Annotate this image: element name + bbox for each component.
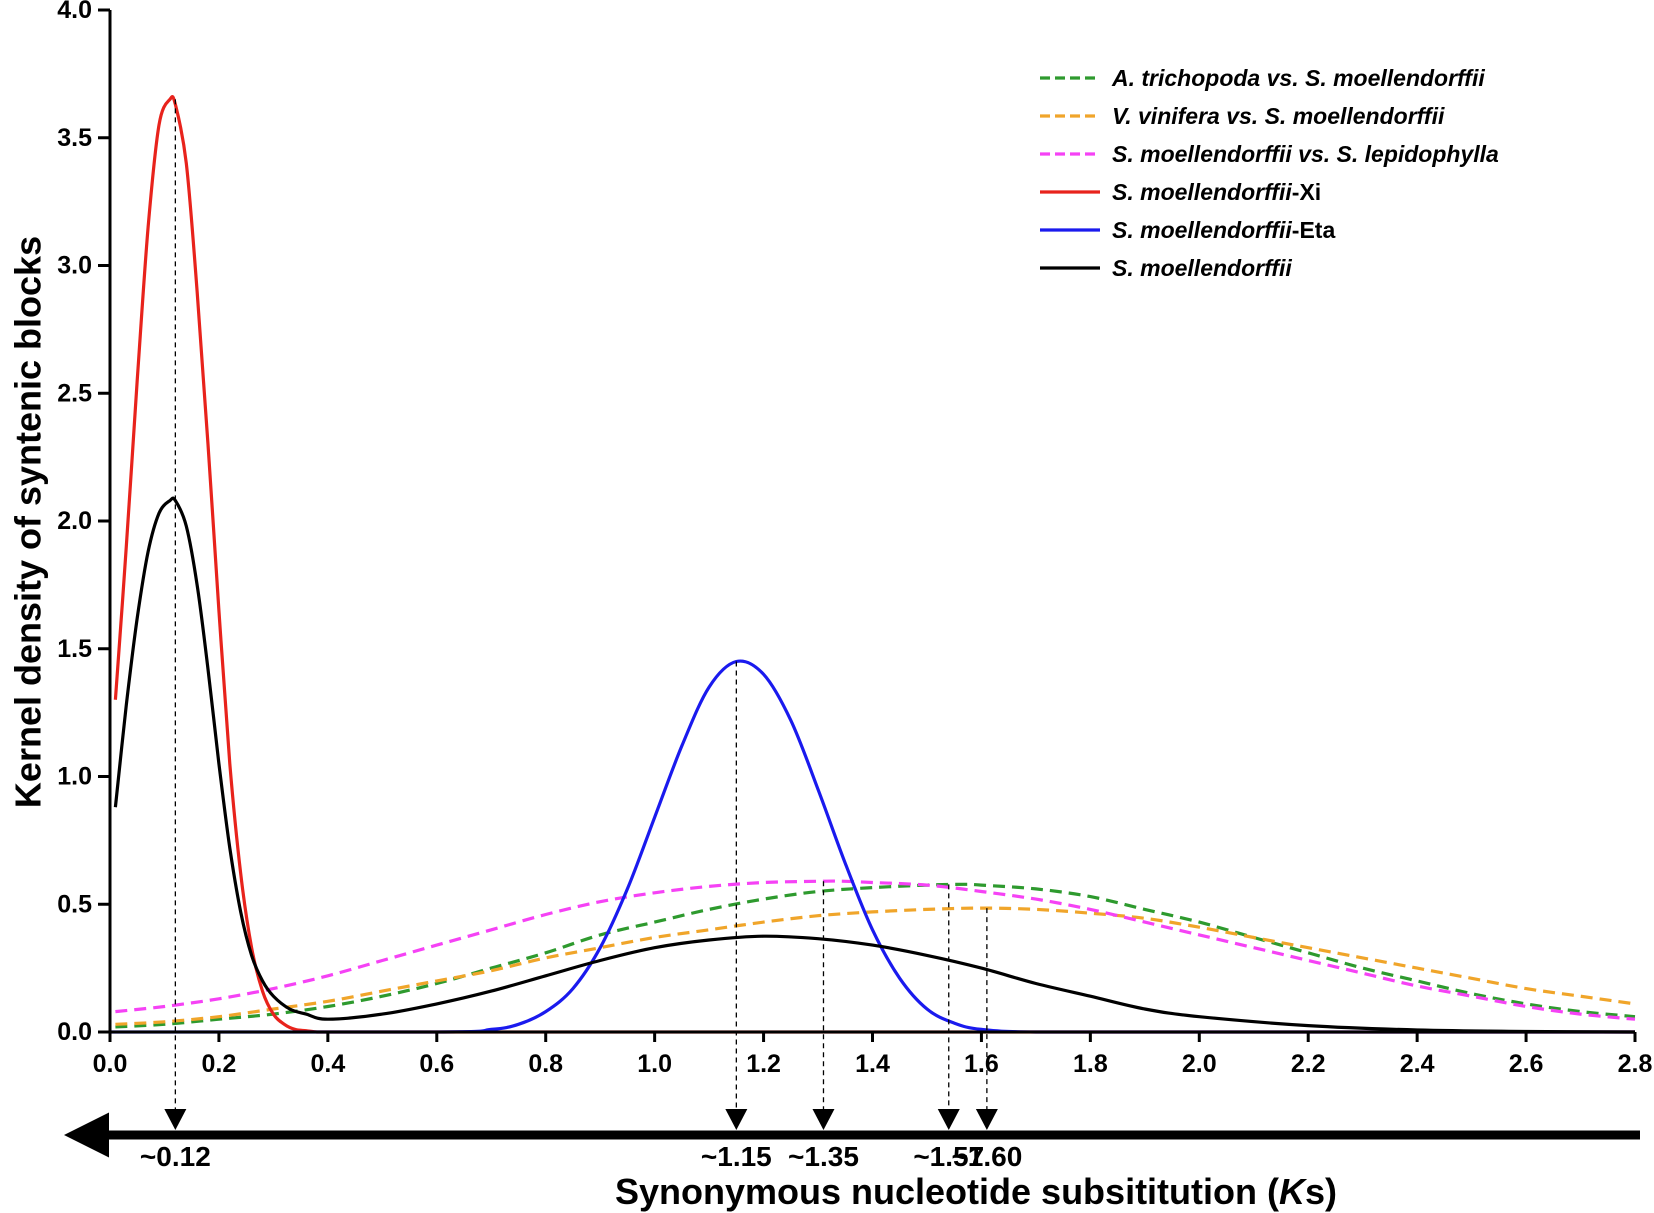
x-axis-title-close: s) [1305,1171,1337,1212]
legend-label-part: -Eta [1292,217,1336,243]
legend-label-part: S. moellendorffii [1112,179,1292,205]
legend-label-part: S. moellendorffii [1112,217,1292,243]
x-tick-label: 2.4 [1400,1050,1435,1078]
series-line-s-moellendorffii [113,496,1636,1034]
series-lines [109,95,1636,1034]
legend-label: S. moellendorffii-Eta [1112,217,1335,243]
series-line-s-moellendorffii-xi [113,95,1635,1034]
legend-label-part: S. moellendorffii vs. S. lepidophylla [1112,141,1499,167]
peak-arrowhead [725,1109,748,1130]
x-tick-label: 0.4 [310,1050,345,1078]
y-axis-title: Kernel density of syntenic blocks [8,236,49,808]
x-tick-label: 2.2 [1291,1050,1326,1078]
peak-arrowhead [937,1109,960,1130]
x-tick-label: 1.8 [1073,1050,1108,1078]
y-ticks: 0.0 0.5 1.0 1.5 2.0 2.5 3.0 3.5 4.0 [57,0,110,1046]
y-tick-label: 1.5 [57,635,92,663]
peak-label: ~1.15 [701,1141,772,1172]
y-tick-label: 0.0 [57,1018,92,1046]
series-line-s-moellendorffii-eta [109,659,1635,1034]
x-tick-label: 0.0 [93,1050,128,1078]
legend-label-part: -Xi [1292,179,1321,205]
y-tick-label: 3.5 [57,124,92,152]
x-tick-label: 1.2 [746,1050,781,1078]
x-ticks: 0.0 0.2 0.4 0.6 0.8 1.0 1.2 1.4 1.6 1.8 2.0 2.2 2.4 2… [93,1032,1653,1078]
peak-arrowhead [975,1109,998,1130]
y-tick-label: 2.5 [57,379,92,407]
x-tick-label: 2.0 [1182,1050,1217,1078]
legend-label-part: S. moellendorffii [1112,255,1292,281]
x-tick-label: 1.6 [964,1050,999,1078]
series-line-s-moellendorffii-vs-s-lepidophylla [115,879,1636,1021]
series-line-v-vinifera-vs-s-moellendorffii [115,906,1636,1026]
y-tick-label: 3.0 [57,252,92,280]
series-line-a-trichopoda-vs-s-moellendorffii [115,882,1636,1029]
legend: A. trichopoda vs. S. moellendorffii V. vi… [1040,65,1499,281]
x-tick-label: 2.6 [1509,1050,1544,1078]
legend-label: V. vinifera vs. S. moellendorffii [1112,103,1445,129]
legend-label: S. moellendorffii vs. S. lepidophylla [1112,141,1499,167]
x-tick-label: 0.2 [202,1050,237,1078]
peak-guide-lines [174,99,988,1110]
y-tick-label: 4.0 [57,0,92,24]
legend-label-part: A. trichopoda vs. S. moellendorffii [1111,65,1485,91]
peak-arrowhead [164,1109,187,1130]
legend-label: S. moellendorffii [1112,255,1292,281]
legend-label-part: V. vinifera vs. S. moellendorffii [1112,103,1445,129]
x-axis-title-main: Synonymous nucleotide subsititution ( [615,1171,1279,1212]
x-tick-label: 2.8 [1618,1050,1653,1078]
y-tick-label: 0.5 [57,890,92,918]
peak-label: ~1.35 [788,1141,859,1172]
legend-label: A. trichopoda vs. S. moellendorffii [1111,65,1485,91]
x-tick-label: 1.4 [855,1050,890,1078]
x-tick-label: 1.0 [637,1050,672,1078]
y-tick-label: 1.0 [57,763,92,791]
y-tick-label: 2.0 [57,507,92,535]
peak-markers: ~0.12 ~1.15 ~1.35 ~1.57~1.60 [140,1109,1022,1172]
legend-label: S. moellendorffii-Xi [1112,179,1321,205]
peak-label: ~1.57 [913,1141,984,1172]
peak-arrowhead [812,1109,835,1130]
peak-label: ~0.12 [140,1141,211,1172]
x-tick-label: 0.6 [419,1050,454,1078]
x-tick-label: 0.8 [528,1050,563,1078]
x-axis-title-symbol: K [1279,1171,1308,1212]
peak-label: ~1.60 [951,1141,1022,1172]
x-axis-title: Synonymous nucleotide subsititution (Ks) [615,1171,1337,1212]
